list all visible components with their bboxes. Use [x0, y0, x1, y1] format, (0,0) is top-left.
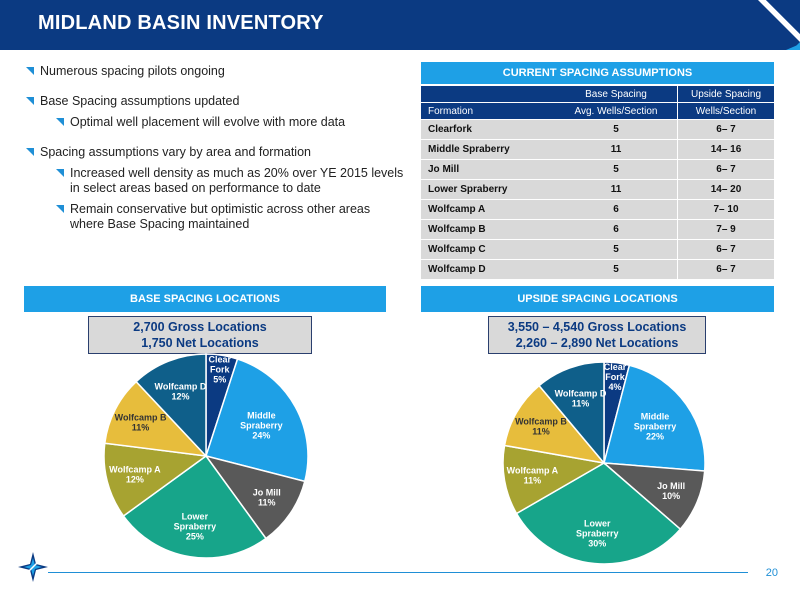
bullet-marker-icon	[56, 169, 64, 177]
pie-label-jo-mill: Jo Mill 10%	[657, 481, 685, 501]
table-row: Clearfork 5 6– 7	[421, 119, 774, 140]
page-number: 20	[765, 567, 778, 579]
pie-label-clear-fork: Clear Fork 4%	[604, 362, 627, 392]
pie-slice-middle-spraberry	[205, 358, 309, 483]
upside-spacing-pie-chart: Clear Fork 4% Middle Spraberry 22% Jo Mill 10% L…	[502, 361, 706, 565]
spacing-table: Base Spacing Upside Spacing Formation Av…	[421, 86, 774, 280]
pie-slice-jo-mill	[204, 454, 306, 540]
pie-slice-wolfcamp-a	[502, 444, 607, 515]
pie-label-middle-spraberry: Middle Spraberry 22%	[634, 412, 677, 442]
pie-slice-wolfcamp-b	[103, 380, 208, 458]
table-row: Wolfcamp B 6 7– 9	[421, 219, 774, 240]
corner-chevron-icon	[758, 0, 800, 50]
upside-net-locations: 2,260 – 2,890 Net Locations	[515, 336, 679, 350]
pie-label-wolfcamp-b: Wolfcamp B 11%	[115, 413, 167, 433]
pie-label-wolfcamp-a: Wolfcamp A 11%	[507, 466, 559, 486]
bullet-marker-icon	[56, 205, 64, 213]
pie-label-wolfcamp-d: Wolfcamp D 11%	[555, 388, 607, 408]
pie-slice-wolfcamp-d	[135, 353, 207, 458]
table-row: Jo Mill 5 6– 7	[421, 159, 774, 180]
pie-label-jo-mill: Jo Mill 11%	[253, 487, 281, 507]
page-title: MIDLAND BASIN INVENTORY	[38, 12, 324, 34]
table-header-row: Formation Avg. Wells/Section Wells/Secti…	[421, 102, 774, 120]
base-net-locations: 1,750 Net Locations	[141, 336, 259, 350]
base-spacing-pie-chart: Clear Fork 5% Middle Spraberry 24% Jo Mill 11% L…	[103, 353, 309, 559]
pie-label-middle-spraberry: Middle Spraberry 24%	[240, 411, 283, 441]
table-row: Middle Spraberry 11 14– 16	[421, 139, 774, 160]
pie-slice-lower-spraberry	[515, 462, 682, 565]
pie-label-lower-spraberry: Lower Spraberry 30%	[576, 518, 619, 548]
bullet-item: Numerous spacing pilots ongoing	[26, 64, 406, 79]
pie-label-wolfcamp-b: Wolfcamp B 11%	[515, 417, 567, 437]
base-gross-locations: 2,700 Gross Locations	[133, 320, 267, 334]
header-bar: MIDLAND BASIN INVENTORY	[0, 0, 800, 50]
bullet-marker-icon	[56, 118, 64, 126]
bullet-list: Numerous spacing pilots ongoing Base Spa…	[26, 64, 406, 232]
pie-slice-wolfcamp-d	[538, 361, 605, 466]
pie-slice-wolfcamp-a	[103, 442, 208, 518]
pie-label-wolfcamp-a: Wolfcamp A 12%	[109, 464, 161, 484]
sub-bullet-item: Increased well density as much as 20% ov…	[56, 166, 406, 196]
pie-label-clear-fork: Clear Fork 5%	[208, 354, 231, 384]
base-section-title: BASE SPACING LOCATIONS	[24, 286, 386, 312]
table-row: Wolfcamp C 5 6– 7	[421, 239, 774, 260]
sub-bullet-item: Remain conservative but optimistic acros…	[56, 202, 406, 232]
table-row: Wolfcamp A 6 7– 10	[421, 199, 774, 220]
footer-divider	[48, 572, 748, 573]
table-row: Lower Spraberry 11 14– 20	[421, 179, 774, 200]
bullet-marker-icon	[26, 148, 34, 156]
sub-bullet-item: Optimal well placement will evolve with …	[56, 115, 406, 130]
company-logo-icon	[18, 552, 48, 582]
spacing-table-title: CURRENT SPACING ASSUMPTIONS	[421, 62, 774, 84]
bullet-item: Spacing assumptions vary by area and for…	[26, 145, 406, 160]
upside-locations-box: 3,550 – 4,540 Gross Locations 2,260 – 2,…	[488, 316, 706, 354]
pie-slice-wolfcamp-b	[503, 384, 606, 465]
table-header-row: Base Spacing Upside Spacing	[421, 86, 774, 103]
base-locations-box: 2,700 Gross Locations 1,750 Net Location…	[88, 316, 312, 354]
table-row: Wolfcamp D 5 6– 7	[421, 259, 774, 280]
pie-slice-lower-spraberry	[122, 454, 268, 559]
upside-gross-locations: 3,550 – 4,540 Gross Locations	[507, 320, 687, 334]
pie-label-wolfcamp-d: Wolfcamp D 12%	[155, 382, 207, 402]
bullet-marker-icon	[26, 67, 34, 75]
pie-slice-middle-spraberry	[603, 364, 706, 472]
upside-section-title: UPSIDE SPACING LOCATIONS	[421, 286, 774, 312]
bullet-marker-icon	[26, 97, 34, 105]
pie-label-lower-spraberry: Lower Spraberry 25%	[174, 512, 217, 542]
bullet-item: Base Spacing assumptions updated	[26, 94, 406, 109]
